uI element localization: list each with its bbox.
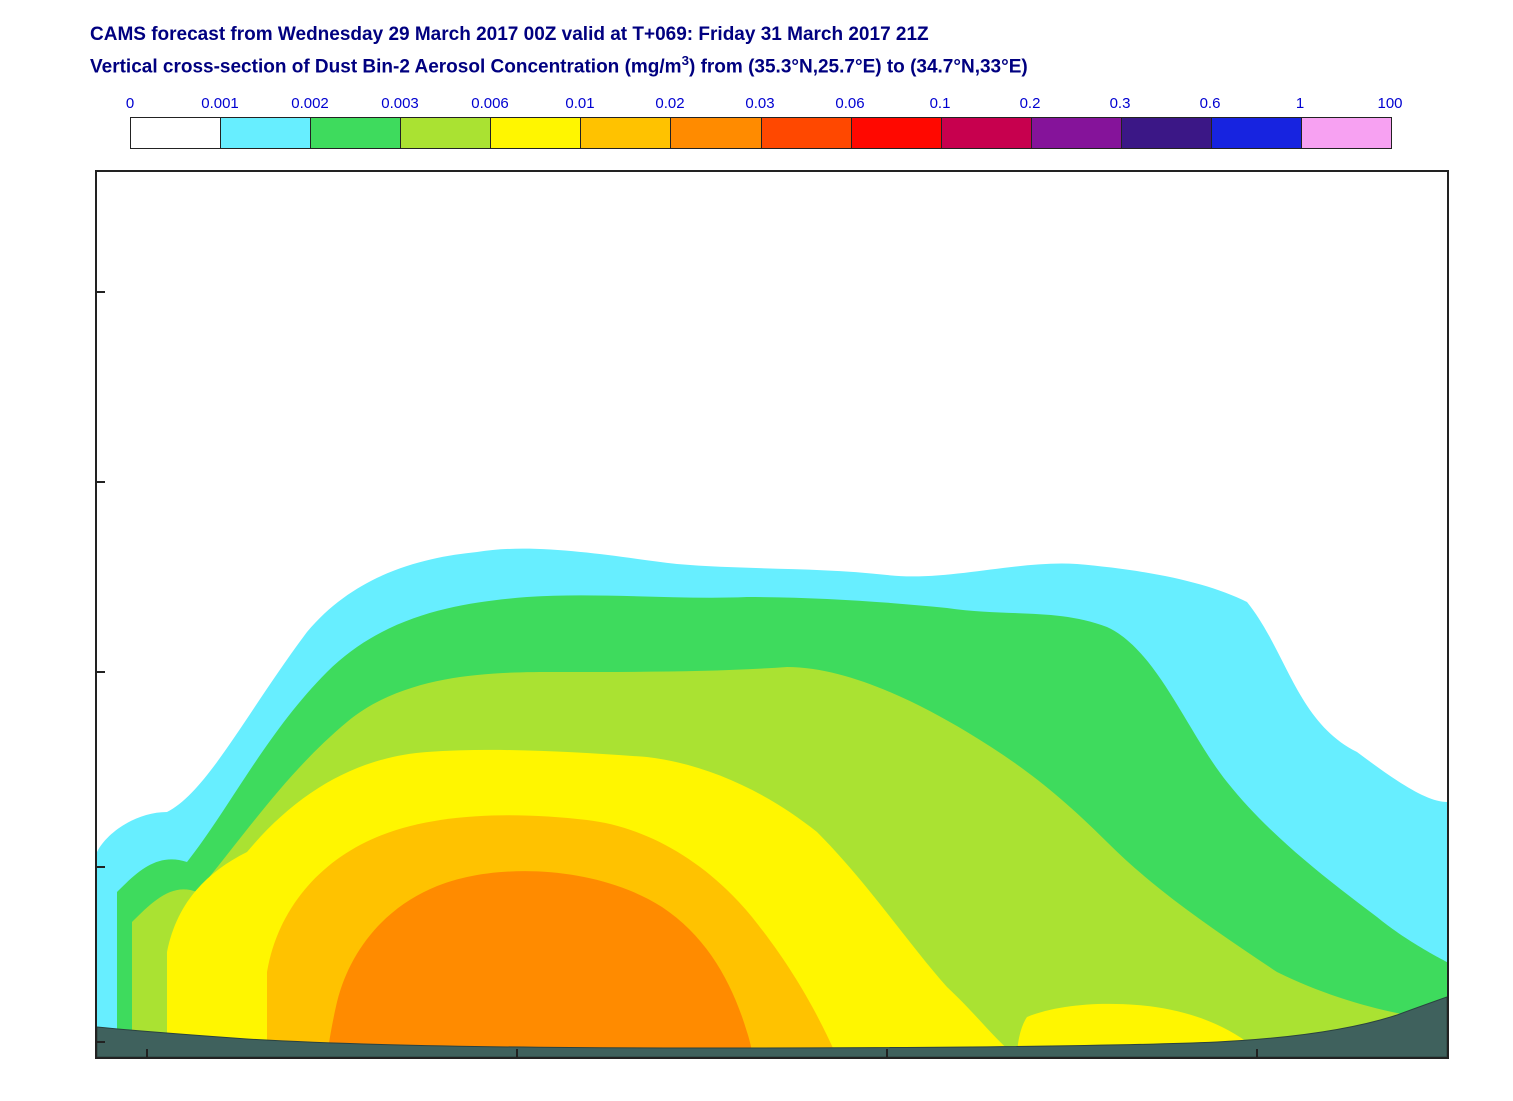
colorbar-swatch <box>311 118 401 148</box>
colorbar-label: 0.03 <box>745 95 774 112</box>
x-tick-mark <box>516 1049 518 1059</box>
colorbar: 00.0010.0020.0030.0060.010.020.030.060.1… <box>130 95 1392 149</box>
colorbar-label: 0.002 <box>291 95 329 112</box>
colorbar-swatch <box>221 118 311 148</box>
colorbar-swatch <box>1032 118 1122 148</box>
colorbar-labels: 00.0010.0020.0030.0060.010.020.030.060.1… <box>130 95 1390 117</box>
colorbar-swatch <box>1302 118 1391 148</box>
colorbar-swatch <box>852 118 942 148</box>
colorbar-label: 1 <box>1296 95 1304 112</box>
y-tick-mark <box>95 1041 105 1043</box>
title-line-2: Vertical cross-section of Dust Bin-2 Aer… <box>90 48 1028 80</box>
colorbar-swatch <box>671 118 761 148</box>
colorbar-label: 0.6 <box>1200 95 1221 112</box>
title-line-1: CAMS forecast from Wednesday 29 March 20… <box>90 22 1028 48</box>
colorbar-label: 0.1 <box>930 95 951 112</box>
colorbar-swatch <box>131 118 221 148</box>
colorbar-label: 0.06 <box>835 95 864 112</box>
colorbar-label: 0 <box>126 95 134 112</box>
colorbar-swatch <box>1122 118 1212 148</box>
colorbar-swatch <box>491 118 581 148</box>
colorbar-swatch <box>1212 118 1302 148</box>
colorbar-swatch <box>401 118 491 148</box>
colorbar-swatches <box>130 117 1392 149</box>
colorbar-swatch <box>581 118 671 148</box>
y-tick-mark <box>95 866 105 868</box>
colorbar-label: 0.001 <box>201 95 239 112</box>
colorbar-swatch <box>762 118 852 148</box>
chart-title: CAMS forecast from Wednesday 29 March 20… <box>90 22 1028 80</box>
colorbar-label: 0.02 <box>655 95 684 112</box>
colorbar-label: 0.006 <box>471 95 509 112</box>
colorbar-swatch <box>942 118 1032 148</box>
colorbar-label: 100 <box>1377 95 1402 112</box>
colorbar-label: 0.2 <box>1020 95 1041 112</box>
colorbar-label: 0.01 <box>565 95 594 112</box>
colorbar-label: 0.3 <box>1110 95 1131 112</box>
x-tick-mark <box>886 1049 888 1059</box>
x-tick-mark <box>1256 1049 1258 1059</box>
colorbar-label: 0.003 <box>381 95 419 112</box>
plot-area: 200400600800100035.28°N/26°E35.11°N/28°E… <box>95 170 1449 1059</box>
y-tick-mark <box>95 291 105 293</box>
x-tick-mark <box>146 1049 148 1059</box>
contour-svg <box>97 172 1447 1057</box>
y-tick-mark <box>95 481 105 483</box>
y-tick-mark <box>95 671 105 673</box>
